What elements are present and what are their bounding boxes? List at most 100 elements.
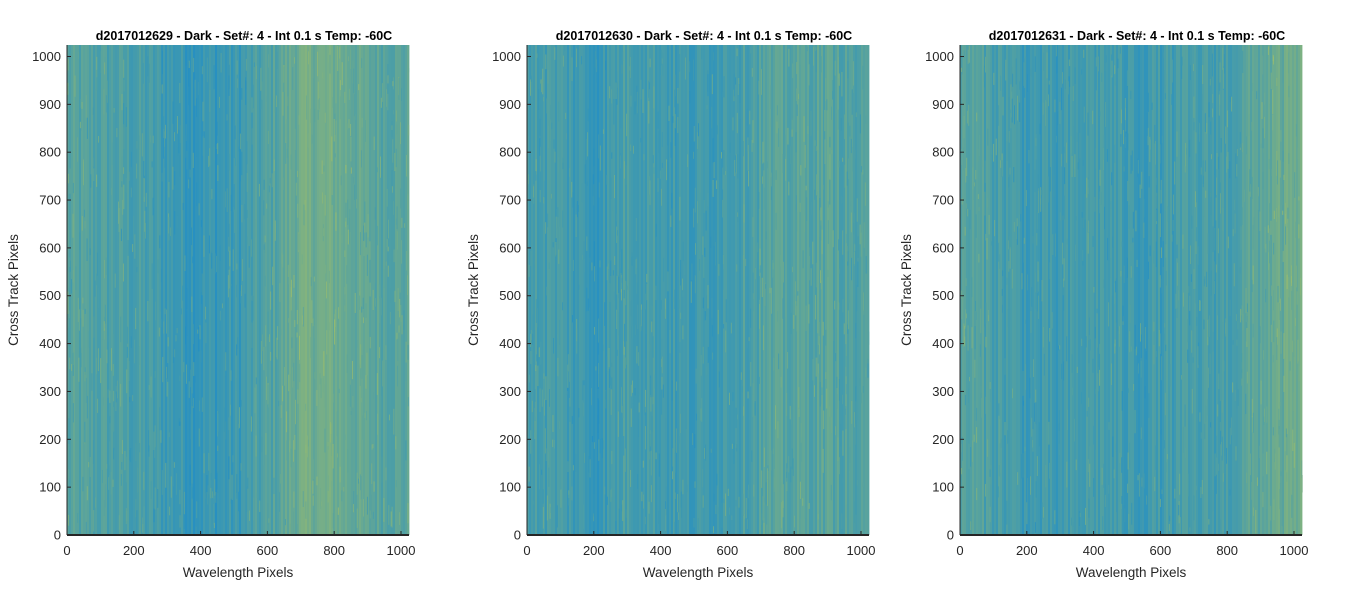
heatmap-texture: [1147, 92, 1149, 112]
heatmap-texture: [268, 518, 270, 523]
heatmap-texture: [680, 495, 682, 518]
heatmap-texture: [699, 259, 701, 271]
heatmap-texture: [812, 241, 814, 265]
heatmap-texture: [1211, 154, 1213, 160]
heatmap-column: [709, 45, 712, 535]
heatmap-texture: [827, 201, 829, 208]
heatmap-texture: [631, 256, 633, 266]
heatmap-column: [1032, 45, 1035, 535]
heatmap-column: [221, 45, 224, 535]
heatmap-column: [783, 45, 786, 535]
heatmap-texture: [340, 175, 342, 186]
heatmap-texture: [114, 273, 116, 288]
heatmap-texture: [809, 247, 811, 265]
heatmap-texture: [760, 69, 762, 95]
heatmap-texture: [1175, 293, 1177, 309]
heatmap-column: [661, 45, 664, 535]
heatmap-texture: [77, 480, 79, 486]
heatmap-texture: [1101, 72, 1103, 82]
heatmap-texture: [268, 334, 270, 342]
heatmap-texture: [731, 515, 733, 521]
heatmap-texture: [621, 289, 623, 301]
heatmap-texture: [1217, 228, 1219, 254]
heatmap-texture: [217, 143, 219, 155]
y-tick-label: 500: [39, 288, 61, 303]
heatmap-column: [399, 45, 402, 535]
heatmap-texture: [684, 260, 686, 276]
heatmap-texture: [88, 462, 90, 468]
heatmap-texture: [1019, 102, 1021, 122]
heatmap-texture: [629, 66, 631, 71]
heatmap-texture: [197, 329, 199, 334]
heatmap-texture: [819, 236, 821, 261]
heatmap-texture: [1280, 283, 1282, 299]
heatmap-texture: [1205, 190, 1207, 198]
heatmap-texture: [845, 233, 847, 244]
heatmap-texture: [979, 344, 981, 357]
heatmap-texture: [236, 284, 238, 298]
heatmap-texture: [251, 239, 253, 257]
heatmap-texture: [653, 86, 655, 109]
heatmap-texture: [1252, 83, 1254, 92]
heatmap-texture: [365, 375, 367, 389]
heatmap-texture: [290, 279, 292, 298]
heatmap-texture: [855, 386, 857, 402]
heatmap-texture: [782, 154, 784, 173]
heatmap-texture: [986, 102, 988, 114]
heatmap-texture: [1285, 226, 1287, 245]
heatmap-texture: [533, 500, 535, 505]
heatmap-column: [673, 45, 676, 535]
heatmap-texture: [1112, 236, 1114, 248]
heatmap-texture: [263, 200, 265, 216]
heatmap-texture: [306, 435, 308, 458]
heatmap-texture: [997, 486, 999, 498]
heatmap-texture: [836, 376, 838, 388]
heatmap-texture: [112, 364, 114, 376]
heatmap-texture: [1146, 495, 1148, 505]
heatmap-column: [1086, 45, 1089, 535]
heatmap-texture: [814, 189, 816, 200]
heatmap-texture: [252, 295, 254, 321]
heatmap-texture: [1292, 392, 1294, 412]
heatmap-texture: [228, 456, 230, 480]
heatmap-texture: [742, 141, 744, 157]
heatmap-texture: [1252, 323, 1254, 338]
heatmap-texture: [244, 446, 246, 453]
heatmap-texture: [528, 466, 530, 482]
heatmap-texture: [399, 122, 401, 145]
heatmap-texture: [661, 389, 663, 415]
heatmap-texture: [808, 503, 810, 509]
heatmap-texture: [406, 154, 408, 177]
heatmap-texture: [1171, 94, 1173, 105]
heatmap-column: [295, 45, 298, 535]
heatmap-column: [980, 45, 983, 535]
heatmap-texture: [365, 232, 367, 248]
heatmap-texture: [108, 465, 110, 475]
heatmap-texture: [679, 196, 681, 221]
heatmap-texture: [1009, 167, 1011, 175]
heatmap-texture: [701, 398, 703, 422]
heatmap-column: [1050, 45, 1053, 535]
heatmap-texture: [804, 144, 806, 168]
heatmap-texture: [715, 504, 717, 515]
heatmap-texture: [1117, 58, 1119, 69]
heatmap-texture: [271, 173, 273, 188]
heatmap-texture: [575, 48, 577, 68]
heatmap-column: [169, 45, 172, 535]
heatmap-texture: [345, 164, 347, 174]
heatmap-texture: [1293, 77, 1295, 85]
heatmap-texture: [381, 83, 383, 102]
heatmap-texture: [1225, 318, 1227, 337]
heatmap-column: [263, 45, 266, 535]
heatmap-texture: [715, 215, 717, 235]
heatmap-texture: [795, 301, 797, 316]
heatmap-texture: [598, 182, 600, 198]
heatmap-texture: [1260, 308, 1262, 327]
heatmap-texture: [97, 348, 99, 372]
heatmap-texture: [976, 112, 978, 122]
heatmap-column: [619, 45, 622, 535]
heatmap-texture: [960, 467, 962, 475]
heatmap-texture: [1287, 207, 1289, 219]
heatmap-texture: [616, 275, 618, 295]
heatmap-column: [245, 45, 248, 535]
